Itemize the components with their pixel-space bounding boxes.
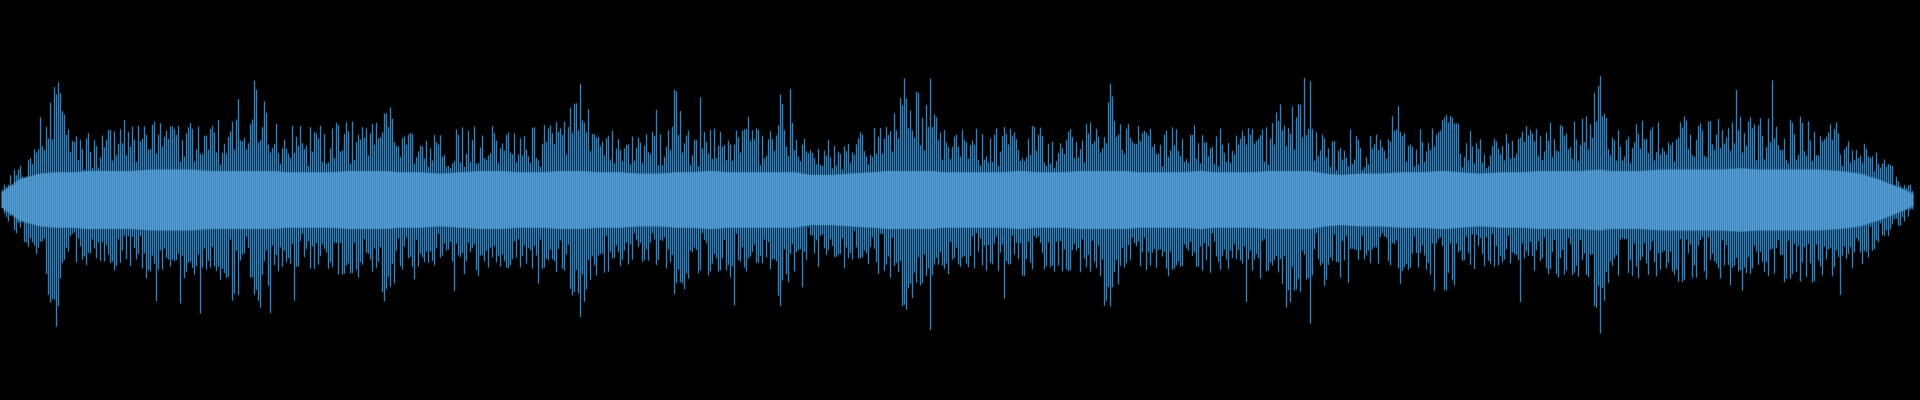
waveform-canvas[interactable] bbox=[0, 0, 1920, 400]
waveform-viewer[interactable]: Audio Waveform Time Amplitude 0 bbox=[0, 0, 1920, 400]
